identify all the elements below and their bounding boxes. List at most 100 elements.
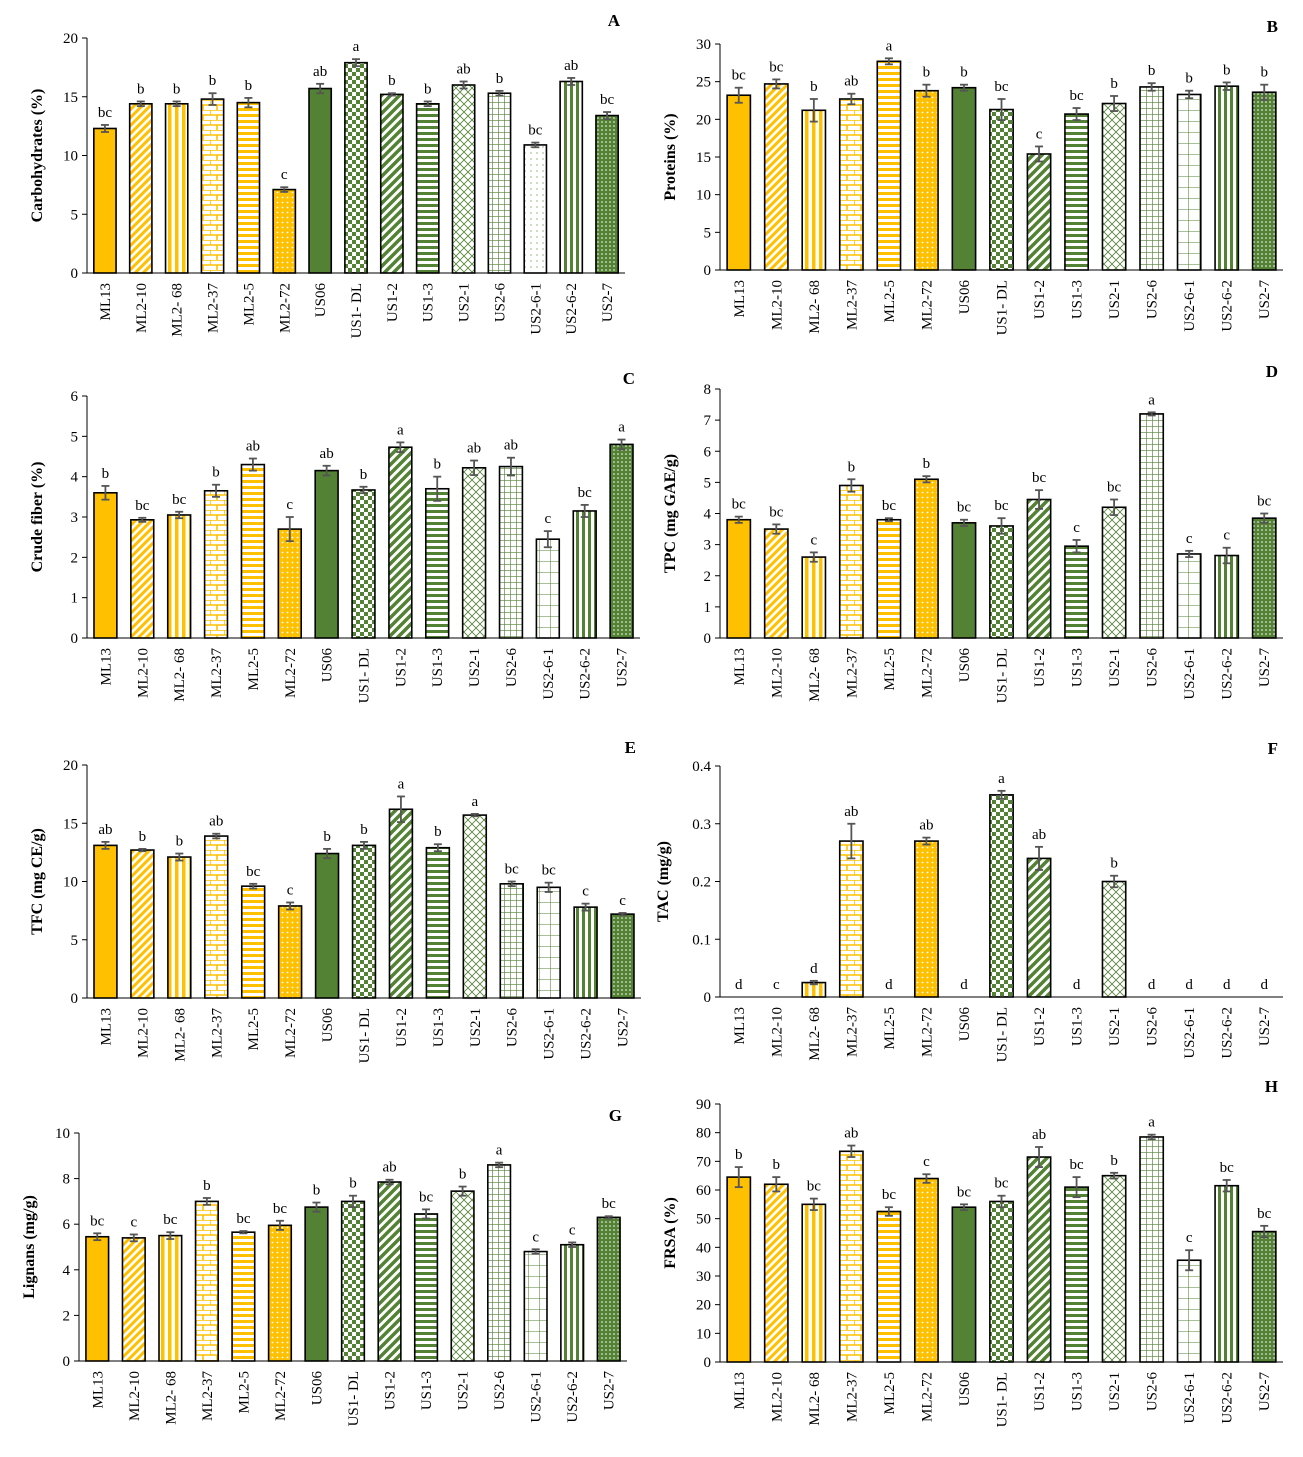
error-bar	[172, 100, 181, 108]
panel-letter: B	[1267, 17, 1278, 36]
x-tick-label: ML2-37	[206, 283, 222, 333]
x-tick-label: US1- DL	[349, 283, 365, 338]
y-axis-title: TPC (mg GAE/g)	[662, 454, 679, 573]
bar-ML13	[93, 844, 118, 999]
y-tick-label: 5	[71, 429, 79, 445]
y-tick-label: 0	[71, 991, 79, 1007]
bar-ML2-5	[876, 518, 902, 639]
error-bar	[239, 1230, 248, 1235]
error-bar	[922, 83, 931, 98]
significance-letter: a	[471, 794, 478, 810]
error-bar	[1147, 411, 1156, 417]
bar-US2-6	[487, 1164, 512, 1362]
significance-letter: bc	[172, 492, 187, 508]
x-tick-label: ML2-72	[919, 648, 935, 698]
significance-letter: bc	[578, 485, 593, 501]
bar-ML2-37	[200, 98, 225, 274]
error-bar	[495, 1161, 504, 1169]
significance-letter: ab	[382, 1160, 396, 1176]
bar-ML2-68	[166, 514, 192, 639]
x-tick-label: ML2-5	[241, 283, 257, 326]
bar-US2-7	[609, 443, 634, 639]
error-bar	[997, 789, 1006, 800]
x-tick-label: ML2-37	[844, 1372, 860, 1422]
x-tick-label: US2-7	[1257, 648, 1273, 688]
x-tick-label: US2-6	[505, 1008, 521, 1048]
x-tick-label: US2-6	[492, 283, 508, 323]
significance-letter: c	[130, 1214, 137, 1230]
x-tick-label: ML2-10	[769, 280, 785, 330]
y-tick-label: 20	[63, 31, 78, 47]
bar-US2-7	[1251, 517, 1277, 639]
bar-US1-2	[1026, 857, 1052, 998]
x-tick-label: ML2-72	[919, 1372, 935, 1422]
significance-letter: ab	[98, 822, 112, 838]
y-axis-title: TFC (mg CE/g)	[29, 828, 46, 935]
significance-letter: b	[360, 822, 368, 838]
bar-ML2-72	[913, 1177, 939, 1363]
error-bar	[543, 530, 552, 549]
significance-letter: b	[923, 65, 931, 81]
bar-ML2-37	[838, 840, 864, 998]
error-bar	[286, 901, 295, 911]
significance-letter: d	[1260, 977, 1268, 993]
bar-US2-6	[1139, 413, 1165, 639]
x-tick-label: US2-1	[1107, 1372, 1123, 1411]
x-tick-label: ML2-5	[882, 280, 898, 323]
significance-letter: bc	[957, 1184, 972, 1200]
significance-letter: d	[960, 977, 968, 993]
error-bar	[349, 1194, 357, 1208]
x-tick-label: US2-6-2	[579, 1008, 595, 1060]
significance-letter: b	[176, 834, 184, 850]
bar-US2-6-2	[1214, 554, 1240, 639]
x-tick-label: US1-2	[1032, 1372, 1048, 1411]
x-tick-label: US2-1	[467, 648, 483, 687]
y-tick-label: 50	[696, 1212, 711, 1228]
x-tick-label: ML2- 68	[172, 1008, 188, 1062]
y-tick-label: 15	[63, 90, 78, 106]
x-tick-label: ML2-72	[919, 1007, 935, 1057]
x-tick-label: US1- DL	[357, 648, 373, 703]
error-bar	[1072, 1176, 1081, 1199]
significance-letter: d	[1185, 977, 1193, 993]
significance-letter: bc	[1220, 1160, 1235, 1176]
x-tick-label: US2-7	[1257, 1007, 1273, 1047]
bar-ML13	[726, 518, 752, 639]
y-tick-label: 10	[63, 149, 78, 165]
bar-US06	[304, 1206, 329, 1362]
y-tick-label: 6	[71, 389, 79, 405]
y-tick-label: 3	[71, 510, 79, 526]
x-tick-label: US1- DL	[357, 1008, 373, 1063]
error-bar	[997, 98, 1006, 121]
bar-US2-6-2	[559, 80, 584, 274]
bar-ML2-68	[801, 109, 827, 271]
x-tick-label: US2-6	[1145, 648, 1161, 688]
bar-ML2-5	[876, 60, 902, 271]
significance-letter: b	[1223, 62, 1231, 78]
y-tick-label: 6	[63, 1217, 71, 1233]
error-bar	[1110, 874, 1119, 889]
error-bar	[244, 97, 253, 109]
significance-letter: c	[1036, 126, 1043, 142]
significance-letter: b	[459, 1167, 467, 1183]
error-bar	[1110, 1171, 1119, 1180]
bar-US2-6-1	[535, 538, 561, 639]
x-tick-label: US1-2	[385, 283, 401, 322]
error-bar	[847, 822, 856, 860]
error-bar	[847, 92, 856, 106]
x-tick-label: US2-7	[616, 1008, 632, 1048]
bar-US2-1	[1101, 102, 1127, 271]
significance-letter: b	[102, 466, 110, 482]
error-bar	[997, 517, 1006, 535]
x-tick-label: ML2- 68	[807, 280, 823, 334]
significance-letter: b	[173, 81, 181, 97]
error-bar	[1222, 81, 1231, 91]
y-tick-label: 0	[704, 263, 712, 279]
x-tick-label: ML2-37	[844, 1007, 860, 1057]
error-bar	[617, 438, 626, 451]
y-tick-label: 1	[704, 600, 712, 616]
significance-letter: d	[1223, 977, 1231, 993]
